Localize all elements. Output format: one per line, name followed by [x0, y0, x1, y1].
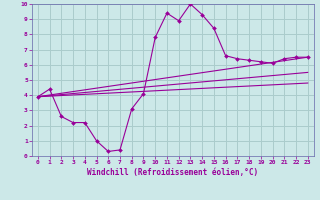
X-axis label: Windchill (Refroidissement éolien,°C): Windchill (Refroidissement éolien,°C) [87, 168, 258, 177]
